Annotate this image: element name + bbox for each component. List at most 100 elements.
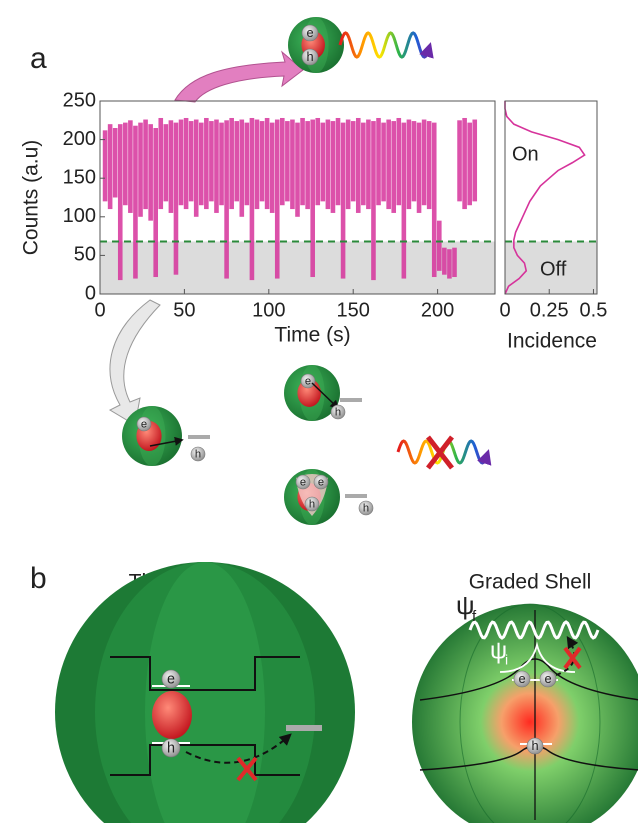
x-axis-label: Time (s)	[274, 324, 350, 347]
x-axis-label: Incidence	[507, 330, 597, 353]
y-tick-label: 250	[63, 89, 96, 111]
count-range	[371, 121, 376, 280]
count-range	[123, 123, 128, 206]
count-range	[427, 121, 432, 209]
count-range	[331, 121, 336, 213]
carrier-label: e	[167, 671, 175, 687]
x-tick-label: 150	[337, 299, 370, 321]
count-range	[315, 118, 320, 205]
count-range	[472, 120, 477, 202]
count-range	[113, 128, 118, 197]
y-tick-label: 50	[74, 244, 96, 266]
x-tick-label: 100	[252, 299, 285, 321]
count-range	[295, 123, 300, 217]
count-range	[224, 120, 229, 278]
carrier-label: h	[306, 49, 313, 64]
x-tick-label: 50	[173, 299, 195, 321]
count-range	[184, 118, 189, 209]
diagram-title: Graded Shell	[469, 571, 592, 594]
energy-level	[188, 435, 210, 439]
panel-label: b	[30, 562, 47, 595]
count-range	[128, 120, 133, 213]
y-tick-label: 0	[85, 282, 96, 304]
carrier-label: e	[318, 476, 324, 488]
count-range	[265, 118, 270, 209]
count-range	[290, 120, 295, 210]
y-tick-label: 200	[63, 128, 96, 150]
count-range	[138, 123, 143, 217]
count-range	[442, 248, 447, 275]
figure: a b Thick Shell Graded Shell eheheheehhe…	[0, 0, 638, 823]
count-range	[133, 126, 138, 279]
count-range	[356, 118, 361, 213]
count-range	[336, 118, 341, 205]
count-range	[153, 128, 158, 277]
count-range	[158, 118, 163, 209]
count-range	[341, 123, 346, 279]
carrier-label: h	[309, 498, 315, 510]
photon-wave	[340, 33, 430, 57]
count-range	[447, 249, 452, 278]
x-tick-label: 0.25	[530, 299, 569, 321]
count-range	[250, 118, 255, 280]
energy-level	[340, 398, 362, 402]
y-tick-label: 150	[63, 166, 96, 188]
carrier-label: e	[518, 671, 525, 686]
count-range	[300, 118, 305, 205]
count-range	[239, 120, 244, 217]
carrier-label: e	[300, 476, 306, 488]
count-range	[452, 248, 457, 277]
annotation: Off	[540, 258, 567, 280]
count-range	[199, 123, 204, 206]
count-range	[321, 123, 326, 202]
count-range	[189, 121, 194, 201]
count-range	[412, 121, 417, 201]
count-range	[396, 118, 401, 205]
carrier-label: h	[363, 502, 369, 514]
panel-label: a	[30, 42, 47, 75]
count-range	[361, 123, 366, 206]
count-range	[457, 120, 462, 201]
count-range	[108, 124, 113, 209]
count-range	[219, 123, 224, 206]
count-range	[381, 123, 386, 202]
carrier-label: h	[195, 448, 201, 460]
count-range	[351, 121, 356, 201]
count-range	[260, 121, 265, 201]
count-range	[214, 120, 219, 213]
carrier-label: e	[141, 418, 147, 430]
count-range	[270, 123, 275, 213]
y-axis-label: Counts (a.u)	[20, 140, 43, 256]
count-range	[234, 121, 239, 201]
count-range	[209, 121, 214, 201]
count-range	[310, 120, 315, 277]
count-range	[118, 124, 123, 280]
count-range	[275, 120, 280, 279]
count-range	[437, 221, 442, 271]
count-range	[402, 123, 407, 279]
carrier-label: e	[305, 375, 311, 387]
count-range	[194, 120, 199, 217]
wavefunction-sub: i	[505, 652, 508, 668]
energy-level	[345, 494, 367, 498]
carrier-label: h	[335, 406, 341, 418]
count-range	[143, 120, 148, 210]
count-range	[169, 120, 174, 213]
count-range	[245, 123, 250, 206]
count-range	[407, 120, 412, 210]
count-range	[366, 120, 371, 210]
count-range	[305, 121, 310, 209]
count-range	[346, 120, 351, 210]
count-range	[326, 120, 331, 210]
count-range	[174, 123, 179, 275]
count-range	[467, 123, 472, 206]
count-range	[164, 124, 169, 201]
carrier-label: h	[531, 738, 538, 753]
count-range	[148, 124, 153, 221]
carrier-label: e	[544, 671, 551, 686]
x-tick-label: 0	[499, 299, 510, 321]
count-range	[229, 118, 234, 209]
count-range	[179, 120, 184, 206]
count-range	[422, 120, 427, 206]
count-range	[285, 121, 290, 201]
